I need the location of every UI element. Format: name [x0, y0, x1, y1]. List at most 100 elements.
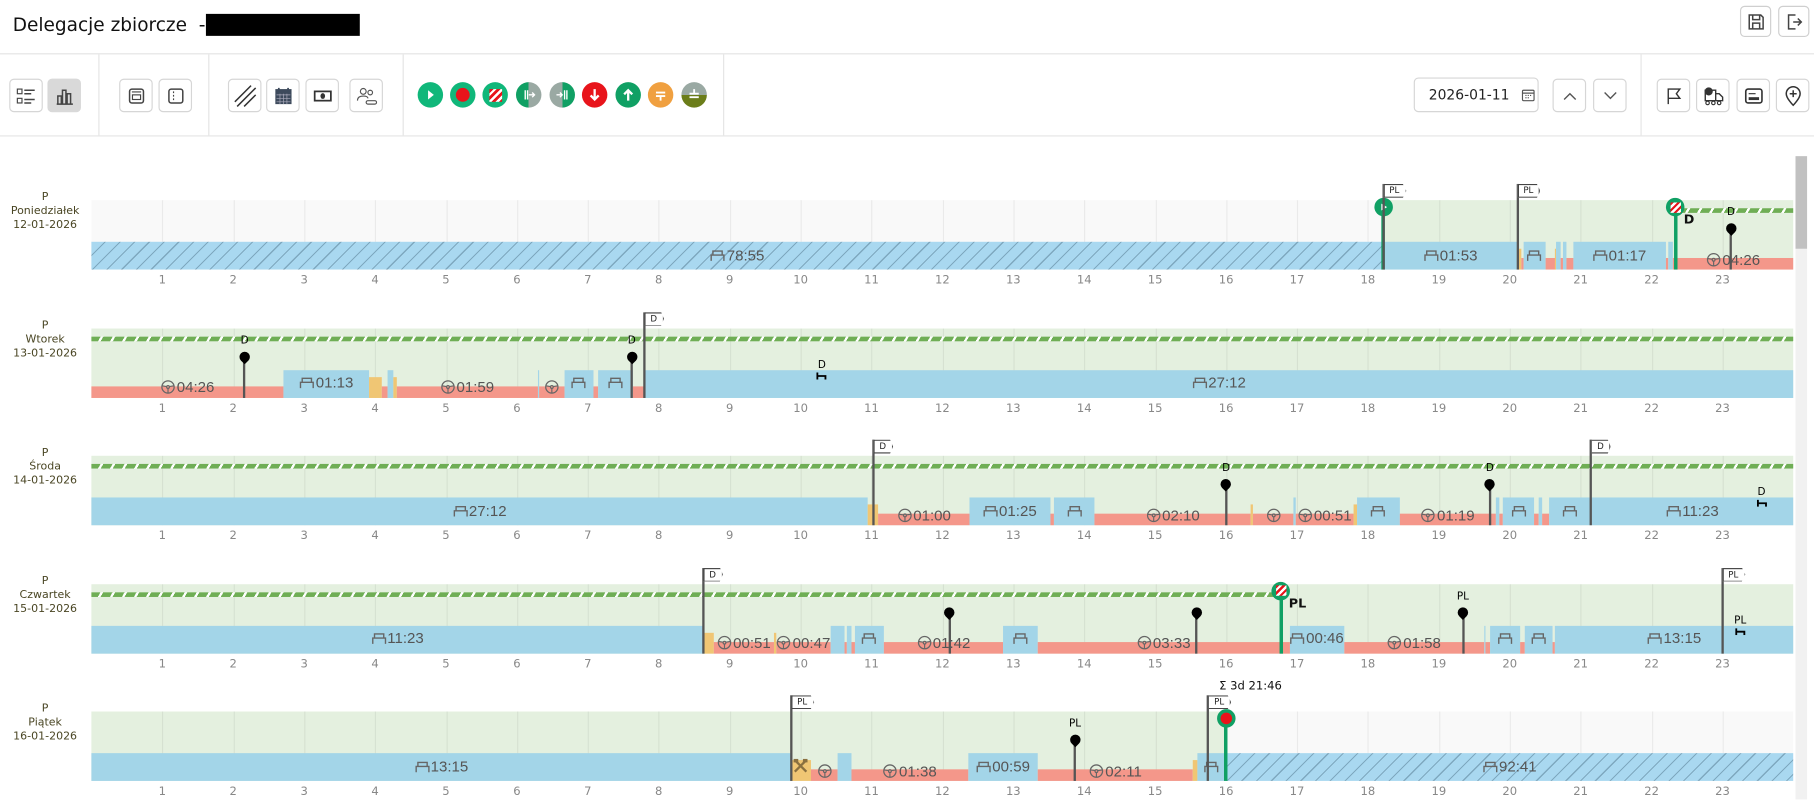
- list-view-button[interactable]: [9, 78, 43, 113]
- activity-rest[interactable]: [1289, 625, 1344, 654]
- activity-rest[interactable]: [1548, 497, 1592, 526]
- country-flag[interactable]: PL: [1383, 183, 1407, 198]
- activity-drive[interactable]: [91, 385, 284, 398]
- activity-drive[interactable]: [1499, 513, 1503, 526]
- activity-drive[interactable]: [1566, 257, 1573, 270]
- activity-rest[interactable]: [967, 753, 1039, 781]
- activity-drive[interactable]: [1295, 513, 1354, 526]
- previous-day-button[interactable]: [1552, 78, 1587, 113]
- country-flag[interactable]: D: [703, 567, 723, 582]
- activity-rest[interactable]: [1525, 625, 1553, 654]
- activity-rest[interactable]: [1383, 241, 1518, 270]
- activity-drive[interactable]: [1521, 257, 1524, 270]
- border-crossing-button[interactable]: [482, 82, 508, 108]
- calendar-button[interactable]: [266, 78, 300, 113]
- country-flag[interactable]: PL: [1208, 695, 1232, 710]
- activity-rest-outside-delegation[interactable]: [1226, 753, 1794, 781]
- activity-drive[interactable]: [632, 385, 645, 398]
- activity-drive[interactable]: [1094, 513, 1251, 526]
- add-location-button[interactable]: [1775, 78, 1810, 113]
- unload-button[interactable]: [581, 82, 608, 108]
- activity-rest[interactable]: [1523, 241, 1546, 270]
- activity-rest[interactable]: [1053, 497, 1095, 526]
- activity-rest[interactable]: [1484, 625, 1486, 654]
- activity-drive[interactable]: [397, 385, 538, 398]
- activity-work[interactable]: [1250, 504, 1254, 526]
- activity-drive[interactable]: [1038, 769, 1193, 781]
- activity-rest[interactable]: [1562, 241, 1567, 270]
- activity-drive[interactable]: [1552, 641, 1556, 654]
- activity-rest[interactable]: [838, 753, 852, 781]
- activity-drive[interactable]: [883, 641, 1004, 654]
- activity-drive[interactable]: [1343, 641, 1485, 654]
- activity-rest[interactable]: [1293, 497, 1296, 526]
- scrollbar-thumb[interactable]: [1795, 156, 1808, 249]
- activity-drive[interactable]: [1519, 641, 1526, 654]
- activity-work[interactable]: [1517, 248, 1522, 270]
- sidebar-view-button[interactable]: [158, 78, 193, 113]
- chart-view-button[interactable]: [47, 78, 81, 113]
- drivers-button[interactable]: [349, 78, 383, 113]
- activity-drive[interactable]: [714, 641, 774, 654]
- activity-drive[interactable]: [844, 641, 847, 654]
- activity-rest[interactable]: [91, 753, 792, 781]
- activity-drive[interactable]: [1672, 257, 1794, 270]
- activity-drive[interactable]: [1545, 257, 1557, 270]
- activity-rest[interactable]: [1591, 497, 1794, 526]
- activity-drive[interactable]: [1541, 513, 1549, 526]
- activity-drive[interactable]: [878, 513, 970, 526]
- activity-work[interactable]: [369, 376, 383, 398]
- activity-drive[interactable]: [1037, 641, 1290, 654]
- activity-rest[interactable]: [644, 369, 1794, 398]
- start-event-button[interactable]: [417, 82, 444, 108]
- activity-rest[interactable]: [1555, 625, 1794, 654]
- country-flag[interactable]: PL: [791, 695, 815, 710]
- delegation-end-icon[interactable]: [1216, 709, 1236, 728]
- load-button[interactable]: [615, 82, 641, 108]
- activity-drive[interactable]: [775, 641, 832, 654]
- activity-rest[interactable]: [564, 369, 594, 398]
- activity-rest[interactable]: [1196, 753, 1226, 781]
- activity-drive[interactable]: [850, 641, 855, 654]
- activity-work[interactable]: [791, 760, 811, 781]
- vehicle-button[interactable]: [1696, 78, 1730, 113]
- date-picker[interactable]: 2026-01-11: [1413, 77, 1539, 113]
- activity-drive[interactable]: [593, 385, 598, 398]
- hatch-filter-button[interactable]: [227, 78, 262, 113]
- partial-load-button[interactable]: [681, 82, 707, 108]
- country-flag[interactable]: D: [1591, 439, 1611, 454]
- border-crossing-icon[interactable]: [1271, 581, 1290, 600]
- activity-work[interactable]: [773, 632, 776, 654]
- activity-rest[interactable]: [969, 497, 1051, 526]
- activity-rest-outside-delegation[interactable]: [91, 241, 1384, 270]
- activity-drive[interactable]: [1534, 513, 1539, 526]
- activity-rest[interactable]: [1490, 625, 1520, 654]
- activity-rest[interactable]: [537, 369, 540, 398]
- activity-rest[interactable]: [831, 625, 845, 654]
- country-flag[interactable]: D: [873, 439, 894, 454]
- activity-work[interactable]: [1192, 760, 1197, 781]
- flag-button[interactable]: [1656, 78, 1691, 113]
- loading-start-button[interactable]: [515, 82, 542, 108]
- activity-drive[interactable]: [851, 769, 968, 781]
- money-button[interactable]: [305, 78, 339, 113]
- country-flag[interactable]: PL: [1517, 183, 1541, 198]
- activity-rest[interactable]: [1556, 241, 1561, 270]
- activity-rest[interactable]: [1572, 241, 1666, 270]
- panel-view-button[interactable]: [119, 78, 153, 113]
- activity-rest[interactable]: [1502, 497, 1535, 526]
- activity-rest[interactable]: [283, 369, 370, 398]
- activity-rest[interactable]: [1356, 497, 1400, 526]
- activity-drive[interactable]: [382, 385, 388, 398]
- activity-rest[interactable]: [1538, 497, 1542, 526]
- activity-rest[interactable]: [597, 369, 633, 398]
- activity-drive[interactable]: [1050, 513, 1054, 526]
- activity-work[interactable]: [393, 376, 398, 398]
- loading-end-button[interactable]: [549, 82, 575, 108]
- border-crossing-icon[interactable]: [1666, 197, 1685, 217]
- activity-rest[interactable]: [854, 625, 884, 654]
- activity-drive[interactable]: [1665, 257, 1668, 270]
- country-flag[interactable]: D: [644, 311, 664, 326]
- activity-rest[interactable]: [1495, 497, 1500, 526]
- card-button[interactable]: [1736, 78, 1771, 113]
